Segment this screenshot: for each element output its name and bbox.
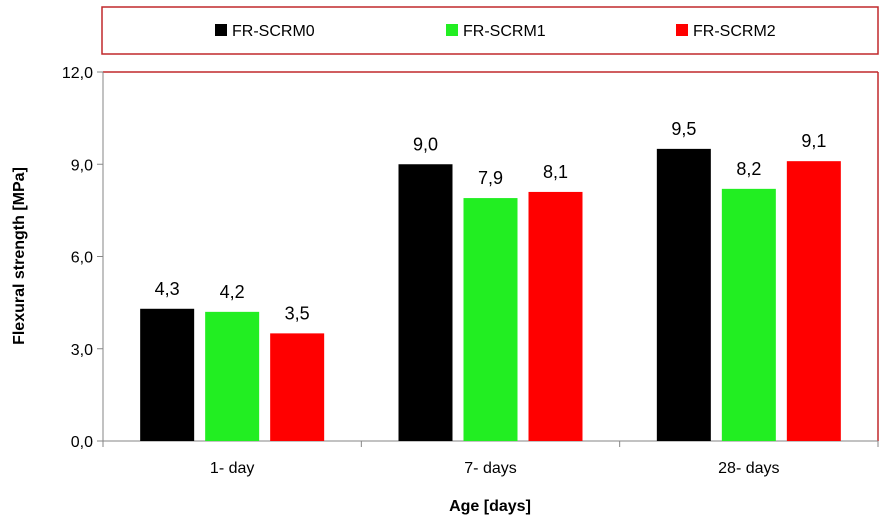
data-label: 3,5 bbox=[285, 303, 310, 323]
x-axis-title: Age [days] bbox=[449, 498, 531, 515]
legend-swatch bbox=[676, 24, 688, 36]
y-tick-label: 0,0 bbox=[71, 434, 93, 451]
y-axis-title: Flexural strength [MPa] bbox=[11, 167, 28, 345]
data-label: 9,1 bbox=[801, 131, 826, 151]
y-tick-label: 6,0 bbox=[71, 250, 93, 267]
y-tick-label: 12,0 bbox=[62, 65, 93, 82]
data-label: 9,5 bbox=[671, 119, 696, 139]
y-axis-ticks: 0,0 3,0 6,0 9,0 12,0 bbox=[62, 65, 103, 451]
bar bbox=[463, 198, 518, 441]
data-label: 8,2 bbox=[736, 159, 761, 179]
x-tick-label: 1- day bbox=[210, 460, 254, 477]
bar bbox=[786, 161, 841, 442]
data-label: 8,1 bbox=[543, 162, 568, 182]
x-axis-ticks: 1- day 7- days 28- days bbox=[102, 441, 879, 477]
bar bbox=[270, 333, 325, 441]
x-tick-label: 7- days bbox=[464, 460, 516, 477]
bar bbox=[721, 188, 776, 441]
bar bbox=[205, 311, 260, 441]
bar bbox=[140, 308, 195, 441]
legend-label: FR-SCRM0 bbox=[232, 23, 315, 40]
legend-label: FR-SCRM1 bbox=[463, 23, 546, 40]
data-labels: 4,3 4,2 3,5 9,0 7,9 8,1 9,5 8,2 9,1 bbox=[155, 119, 827, 324]
y-tick-label: 9,0 bbox=[71, 157, 93, 174]
legend-label: FR-SCRM2 bbox=[693, 23, 776, 40]
x-tick-label: 28- days bbox=[718, 460, 779, 477]
legend bbox=[101, 6, 879, 55]
y-tick-label: 3,0 bbox=[71, 342, 93, 359]
legend-swatch bbox=[446, 24, 458, 36]
bar bbox=[398, 164, 453, 441]
legend-swatch bbox=[215, 24, 227, 36]
bars bbox=[140, 148, 841, 442]
data-label: 7,9 bbox=[478, 168, 503, 188]
legend-items: FR-SCRM0 FR-SCRM1 FR-SCRM2 bbox=[215, 23, 776, 40]
data-label: 4,3 bbox=[155, 279, 180, 299]
data-label: 4,2 bbox=[220, 282, 245, 302]
data-label: 9,0 bbox=[413, 134, 438, 154]
bar bbox=[528, 191, 583, 441]
bar bbox=[656, 148, 711, 441]
